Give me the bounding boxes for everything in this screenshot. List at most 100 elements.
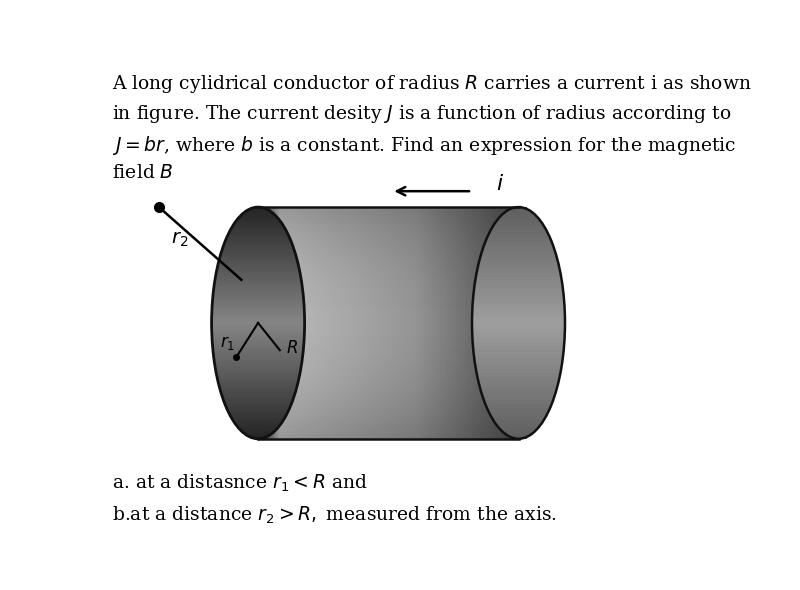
Polygon shape xyxy=(501,207,503,439)
Polygon shape xyxy=(212,316,305,318)
Polygon shape xyxy=(449,207,450,439)
Text: $r_1$: $r_1$ xyxy=(220,335,235,352)
Polygon shape xyxy=(475,362,562,365)
Polygon shape xyxy=(225,402,292,404)
Polygon shape xyxy=(227,409,289,411)
Polygon shape xyxy=(404,207,406,439)
Polygon shape xyxy=(282,207,284,439)
Polygon shape xyxy=(380,207,382,439)
Text: $r_2$: $r_2$ xyxy=(170,231,188,249)
Polygon shape xyxy=(221,254,296,255)
Polygon shape xyxy=(258,435,518,437)
Polygon shape xyxy=(409,207,411,439)
Polygon shape xyxy=(333,207,334,439)
Polygon shape xyxy=(305,207,306,439)
Polygon shape xyxy=(258,222,518,224)
Polygon shape xyxy=(498,207,499,439)
Polygon shape xyxy=(517,207,518,439)
Polygon shape xyxy=(229,411,288,414)
Polygon shape xyxy=(504,211,533,215)
Polygon shape xyxy=(246,434,270,437)
Polygon shape xyxy=(298,207,300,439)
Polygon shape xyxy=(258,255,518,257)
Polygon shape xyxy=(476,273,561,277)
Polygon shape xyxy=(489,207,490,439)
Polygon shape xyxy=(494,419,543,424)
Polygon shape xyxy=(484,207,486,439)
Polygon shape xyxy=(510,207,527,211)
Polygon shape xyxy=(500,427,537,431)
Text: a. at a distasnce $r_1 < R$ and
b.at a distance $r_2 > R,$ measured from the axi: a. at a distasnce $r_1 < R$ and b.at a d… xyxy=(112,473,558,526)
Polygon shape xyxy=(258,236,518,238)
Polygon shape xyxy=(463,207,465,439)
Polygon shape xyxy=(376,207,378,439)
Polygon shape xyxy=(482,392,555,396)
Polygon shape xyxy=(444,207,446,439)
Polygon shape xyxy=(474,288,563,292)
Polygon shape xyxy=(258,224,518,227)
Polygon shape xyxy=(212,307,304,309)
Polygon shape xyxy=(478,265,559,269)
Polygon shape xyxy=(453,207,454,439)
Polygon shape xyxy=(241,430,275,432)
Polygon shape xyxy=(488,234,550,238)
Polygon shape xyxy=(218,260,298,263)
Polygon shape xyxy=(486,207,487,439)
Polygon shape xyxy=(473,346,564,350)
Text: A long cylidrical conductor of radius $R$ carries a current i as shown
in figure: A long cylidrical conductor of radius $R… xyxy=(112,73,752,182)
Polygon shape xyxy=(343,207,345,439)
Polygon shape xyxy=(340,207,342,439)
Polygon shape xyxy=(418,207,419,439)
Polygon shape xyxy=(258,424,518,425)
Polygon shape xyxy=(258,394,518,396)
Polygon shape xyxy=(258,419,518,421)
Polygon shape xyxy=(338,207,340,439)
Polygon shape xyxy=(258,385,518,386)
Polygon shape xyxy=(352,207,354,439)
Polygon shape xyxy=(474,354,563,358)
Polygon shape xyxy=(258,410,518,412)
Polygon shape xyxy=(279,207,281,439)
Polygon shape xyxy=(221,390,296,392)
Polygon shape xyxy=(258,211,518,213)
Polygon shape xyxy=(317,207,319,439)
Polygon shape xyxy=(466,207,468,439)
Polygon shape xyxy=(497,219,540,222)
Polygon shape xyxy=(258,414,518,415)
Polygon shape xyxy=(291,207,293,439)
Polygon shape xyxy=(390,207,392,439)
Polygon shape xyxy=(212,309,304,312)
Polygon shape xyxy=(508,207,510,439)
Polygon shape xyxy=(406,207,407,439)
Polygon shape xyxy=(258,437,518,439)
Polygon shape xyxy=(212,330,305,332)
Polygon shape xyxy=(232,225,284,228)
Polygon shape xyxy=(386,207,388,439)
Polygon shape xyxy=(226,240,291,242)
Polygon shape xyxy=(388,207,390,439)
Polygon shape xyxy=(258,234,518,236)
Polygon shape xyxy=(258,209,518,211)
Polygon shape xyxy=(212,314,305,316)
Polygon shape xyxy=(258,213,518,215)
Polygon shape xyxy=(394,207,395,439)
Polygon shape xyxy=(456,207,458,439)
Polygon shape xyxy=(472,307,565,312)
Polygon shape xyxy=(478,381,558,385)
Polygon shape xyxy=(459,207,462,439)
Polygon shape xyxy=(330,207,331,439)
Polygon shape xyxy=(258,404,518,406)
Polygon shape xyxy=(303,207,305,439)
Polygon shape xyxy=(442,207,444,439)
Polygon shape xyxy=(315,207,317,439)
Polygon shape xyxy=(382,207,383,439)
Polygon shape xyxy=(336,207,338,439)
Polygon shape xyxy=(493,207,494,439)
Polygon shape xyxy=(227,235,289,237)
Polygon shape xyxy=(446,207,447,439)
Polygon shape xyxy=(284,207,286,439)
Polygon shape xyxy=(258,215,518,217)
Polygon shape xyxy=(485,400,553,404)
Polygon shape xyxy=(478,207,480,439)
Polygon shape xyxy=(258,259,518,261)
